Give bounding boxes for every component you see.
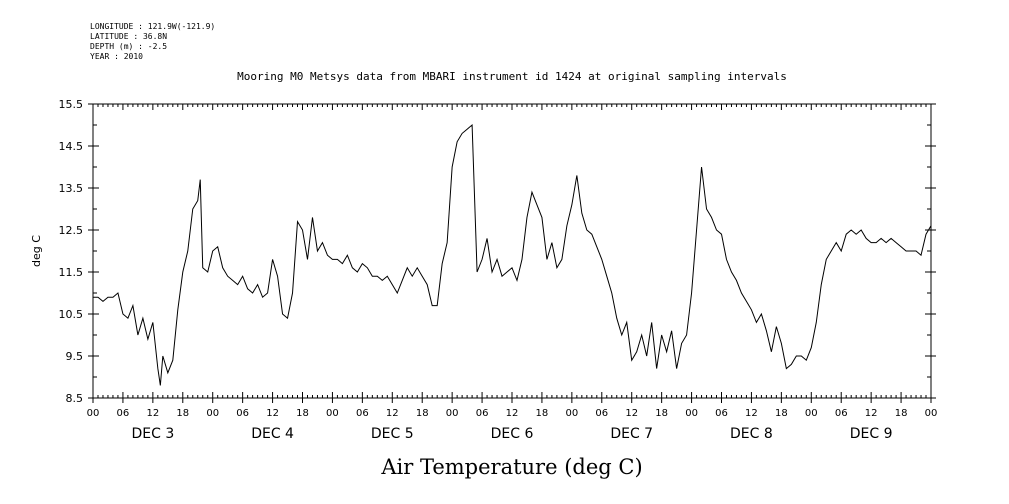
x-tick-label: 00 bbox=[805, 408, 818, 419]
x-tick-label: 06 bbox=[356, 408, 369, 419]
day-label: DEC 6 bbox=[491, 426, 534, 442]
x-tick-label: 00 bbox=[87, 408, 100, 419]
longitude-text: LONGITUDE : 121.9W(-121.9) bbox=[90, 22, 216, 31]
x-tick-label: 00 bbox=[565, 408, 578, 419]
x-tick-label: 12 bbox=[386, 408, 399, 419]
y-tick-label: 9.5 bbox=[66, 350, 84, 363]
x-tick-labels: 00 06 12 18 00 06 12 18 00 06 12 18 00 06 12 18 00 06 12 18… bbox=[87, 408, 938, 419]
y-tick-label: 13.5 bbox=[59, 182, 84, 195]
x-tick-label: 18 bbox=[655, 408, 668, 419]
x-tick-label: 12 bbox=[865, 408, 878, 419]
day-label: DEC 4 bbox=[251, 426, 294, 442]
x-tick-label: 18 bbox=[176, 408, 189, 419]
y-tick-label: 8.5 bbox=[66, 392, 84, 405]
x-tick-label: 12 bbox=[625, 408, 638, 419]
y-tick-label: 11.5 bbox=[59, 266, 84, 279]
axis-ticks bbox=[88, 103, 936, 403]
x-tick-label: 06 bbox=[476, 408, 489, 419]
day-label: DEC 7 bbox=[610, 426, 653, 442]
day-labels: DEC 3 DEC 4 DEC 5 DEC 6 DEC 7 DEC 8 DEC 9 bbox=[131, 426, 892, 442]
x-tick-label: 00 bbox=[326, 408, 339, 419]
x-tick-label: 12 bbox=[146, 408, 159, 419]
x-tick-label: 18 bbox=[296, 408, 309, 419]
y-tick-label: 12.5 bbox=[59, 224, 84, 237]
x-tick-label: 06 bbox=[595, 408, 608, 419]
y-axis-label: deg C bbox=[30, 235, 43, 267]
x-axis-label: Air Temperature (deg C) bbox=[380, 455, 642, 479]
x-tick-label: 18 bbox=[775, 408, 788, 419]
x-tick-label: 06 bbox=[236, 408, 249, 419]
y-tick-label: 10.5 bbox=[59, 308, 84, 321]
year-text: YEAR : 2010 bbox=[90, 52, 143, 61]
x-tick-label: 12 bbox=[745, 408, 758, 419]
x-tick-label: 18 bbox=[416, 408, 429, 419]
station-metadata: LONGITUDE : 121.9W(-121.9) LATITUDE : 36… bbox=[90, 22, 215, 62]
series-line bbox=[93, 123, 932, 386]
y-tick-labels: 8.5 9.5 10.5 11.5 12.5 13.5 14.5 15.5 bbox=[59, 98, 84, 405]
day-label: DEC 5 bbox=[371, 426, 414, 442]
x-tick-label: 00 bbox=[206, 408, 219, 419]
x-tick-label: 00 bbox=[446, 408, 459, 419]
day-label: DEC 3 bbox=[131, 426, 174, 442]
x-tick-label: 12 bbox=[266, 408, 279, 419]
x-tick-label: 18 bbox=[895, 408, 908, 419]
x-tick-label: 00 bbox=[685, 408, 698, 419]
latitude-text: LATITUDE : 36.8N bbox=[90, 32, 168, 41]
x-tick-label: 00 bbox=[925, 408, 938, 419]
x-tick-label: 06 bbox=[715, 408, 728, 419]
y-tick-label: 14.5 bbox=[59, 140, 84, 153]
day-label: DEC 9 bbox=[850, 426, 893, 442]
x-tick-label: 06 bbox=[117, 408, 130, 419]
x-tick-label: 06 bbox=[835, 408, 848, 419]
day-label: DEC 8 bbox=[730, 426, 773, 442]
y-tick-label: 15.5 bbox=[59, 98, 84, 111]
chart-title: Mooring M0 Metsys data from MBARI instru… bbox=[237, 70, 787, 83]
depth-text: DEPTH (m) : -2.5 bbox=[90, 42, 168, 51]
x-tick-label: 12 bbox=[506, 408, 519, 419]
x-tick-label: 18 bbox=[536, 408, 549, 419]
